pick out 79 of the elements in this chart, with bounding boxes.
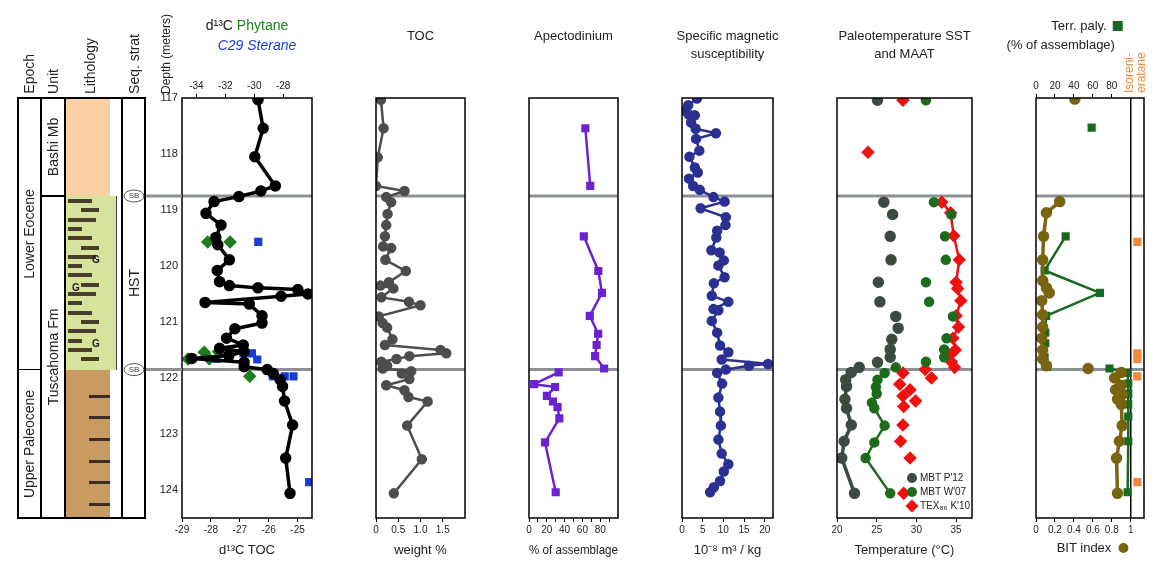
x-tick-label: 20 [541,523,553,535]
x-tick-label: -28 [203,523,219,535]
x-tick-label: 0.8 [1104,523,1120,535]
x-tick-label: -26 [261,523,277,535]
x-tick-label: 0.5 [391,523,406,535]
legend-label: Terr. paly. [1051,17,1107,33]
text: G [91,253,101,268]
x2-axis-title: d¹³C [205,16,233,33]
x-tick-label: 0 [373,523,380,535]
text: Epoch [21,54,37,94]
x-tick-label: 60 [576,523,589,535]
x2-tick-label: -30 [247,79,262,91]
y-tick-label: 120 [159,259,178,272]
y-tick-label: 119 [160,203,178,216]
x-tick-label: 30 [910,523,923,535]
legend-label: MBT W'07 [920,485,967,497]
y-tick-label: 124 [159,483,178,496]
x-tick-label: -27 [232,523,248,535]
text: Isoreni-eratane [1121,51,1148,93]
x2-tick-label: 80 [1106,79,1118,91]
text: G [91,336,101,351]
text: G [71,281,81,295]
x-tick-label: 25 [871,523,883,535]
x-tick-label: 0.4 [1066,523,1082,535]
legend-label: MBT P'12 [920,471,964,483]
text: Seq. strat [126,34,142,94]
y-tick-label: 123 [159,427,178,440]
legend-label: BIT index [1056,539,1112,555]
legend-label: TEX₈₆ K'10 [920,499,971,511]
x-tick-label: 0.6 [1085,523,1101,535]
chart-title: TOC [406,27,435,43]
x-tick-label: -29 [174,523,190,535]
x-tick-label: 35 [950,523,963,535]
y-tick-label: 122 [159,371,178,384]
text: Unit [45,69,61,94]
chart-title: Paleotemperature SST and MAAT [838,27,971,61]
x-tick-label: 5 [699,523,706,535]
x2-tick-label: 0 [1033,79,1040,91]
x2-tick-label: 60 [1087,79,1099,91]
x-tick-label: 1 [1127,523,1134,535]
x-tick-label: 0.2 [1047,523,1063,535]
x2-tick-label: -28 [275,79,291,91]
x-axis-title: 10⁻⁸ m³ / kg [693,541,762,557]
x2-tick-label: -32 [218,79,233,91]
x2-tick-label: -34 [189,79,205,91]
text: Lithology [82,37,98,94]
x-tick-label: 1.0 [413,523,428,535]
y-axis-title: Depth (meters) [158,13,173,94]
x-tick-label: 0 [526,523,533,535]
x-tick-label: 20 [759,523,771,535]
x-tick-label: 20 [831,523,843,535]
x-tick-label: 15 [738,523,751,535]
text: Upper Paleocene [21,389,37,498]
x-axis-title: % of assemblage [529,542,619,557]
chart-title: Specific magnetic susceptibility [676,27,779,61]
text: Phytane [236,16,289,33]
x2-tick-label: 40 [1068,79,1080,91]
chart-title: Apectodinium [534,27,613,43]
y-tick-label: 121 [159,315,178,328]
x-axis-title: weight % [393,541,448,557]
ref-line-label: SB [128,191,140,201]
text: Tuscahoma Fm [45,308,61,406]
text: Lower Eocene [21,189,37,279]
ref-line-label: SB [128,364,140,374]
x-axis-title: d¹³C TOC [219,541,275,557]
text: C29 Sterane [217,36,297,53]
x-tick-label: 80 [594,523,607,535]
x-tick-label: 10 [717,523,730,535]
y-tick-label: 118 [160,147,178,160]
x-tick-label: 0 [679,523,686,535]
x-tick-label: 1.5 [435,523,451,535]
text: Bashi Mb [45,117,61,177]
x2-axis-title: (% of assemblage) [1006,36,1115,52]
text: HST [126,268,142,297]
x-axis-title: Temperature (°C) [854,541,955,557]
x-tick-label: 0 [1033,523,1040,535]
x-tick-label: -25 [290,523,306,535]
x2-tick-label: 20 [1049,79,1061,91]
x-tick-label: 40 [559,523,571,535]
